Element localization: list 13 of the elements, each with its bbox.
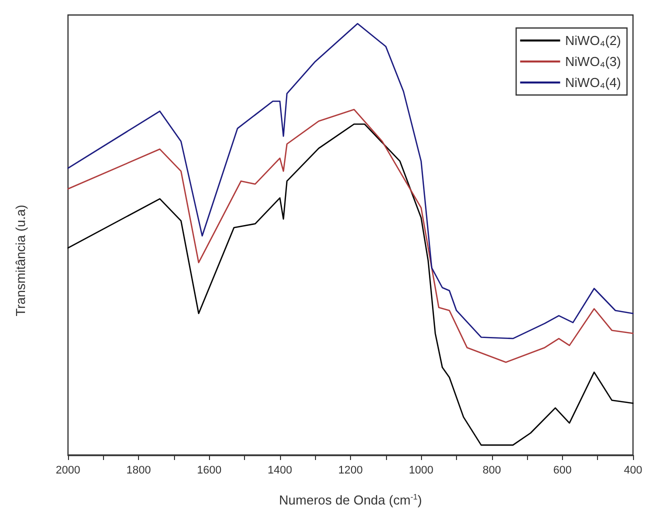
x-tick-label: 400 (624, 464, 642, 476)
x-tick-label: 1000 (408, 464, 434, 476)
legend-label: NiWO₄(4) (565, 75, 622, 90)
x-tick-label: 1800 (126, 464, 151, 476)
x-tick-label: 1600 (197, 464, 222, 476)
x-tick-label: 1200 (338, 464, 363, 476)
y-axis-title: Transmitância (u.a) (13, 204, 28, 316)
x-tick-label: 600 (553, 464, 572, 476)
legend-label: NiWO₄(3) (565, 54, 622, 69)
legend-label: NiWO₄(2) (565, 33, 622, 48)
x-tick-label: 800 (482, 464, 501, 476)
x-tick-label: 2000 (56, 464, 80, 476)
x-tick-label: 1400 (268, 464, 292, 476)
